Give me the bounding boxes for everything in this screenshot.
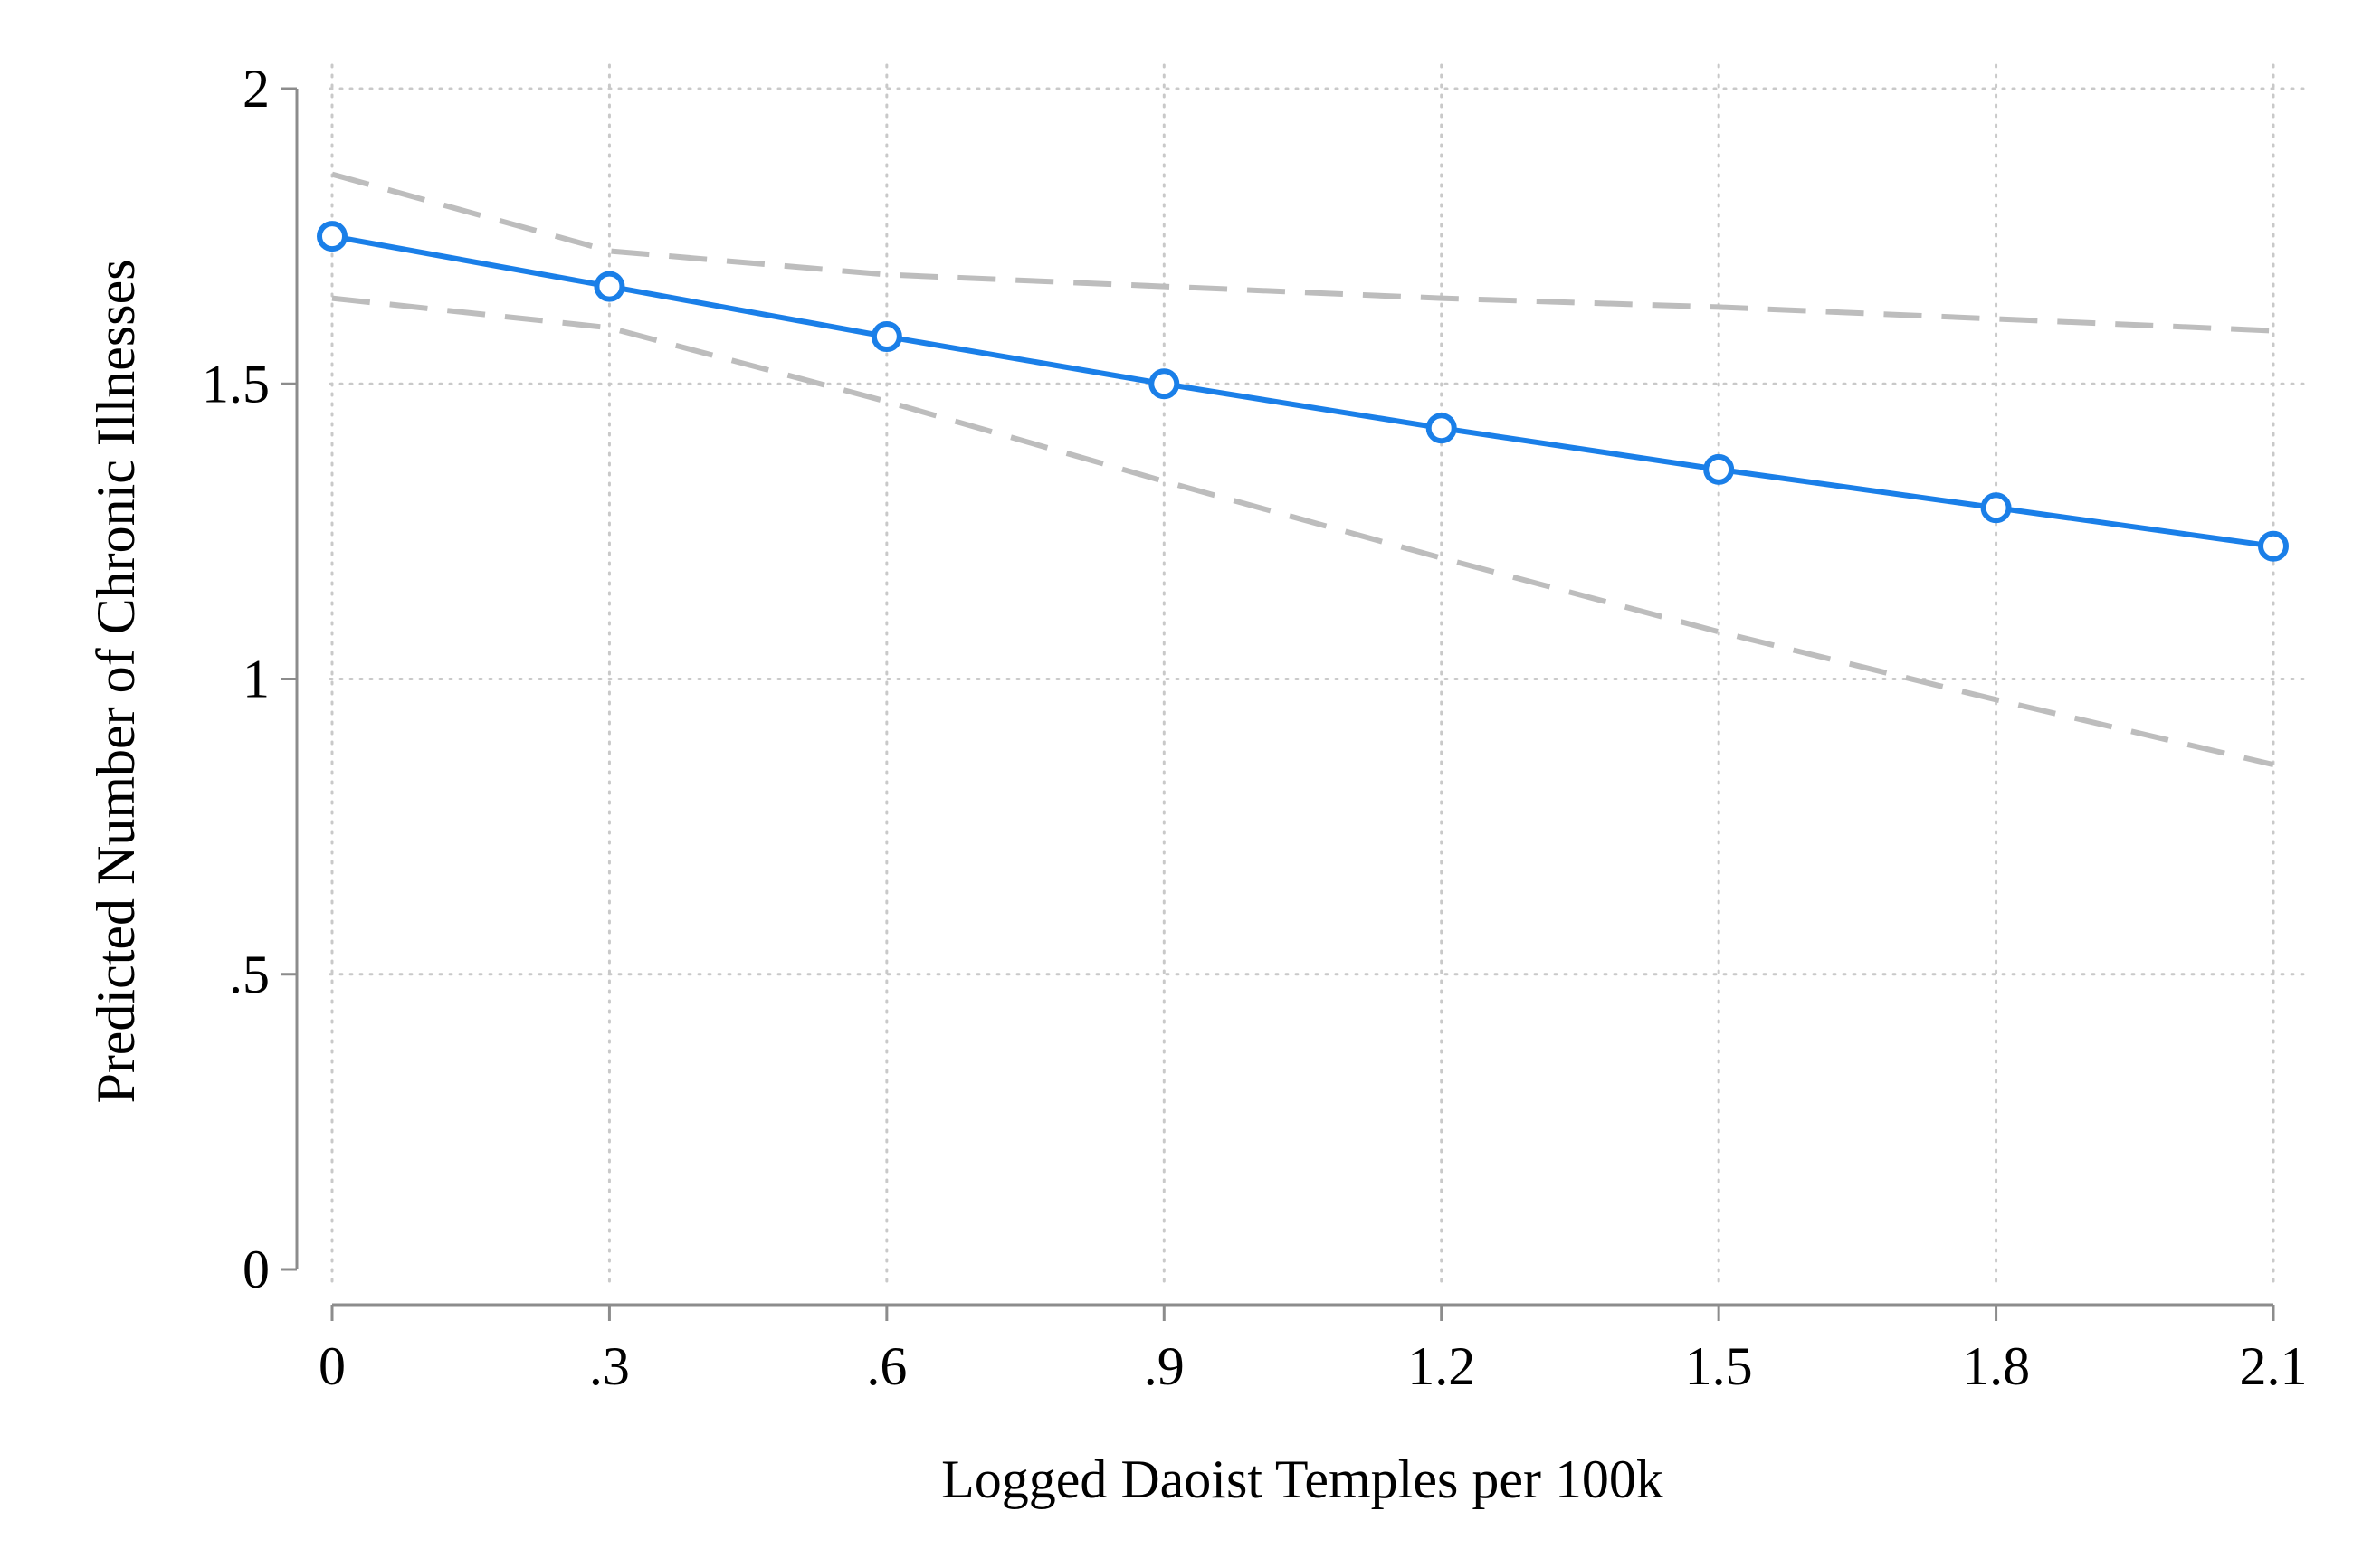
x-tick-label-5: 1.5 [1685,1336,1753,1396]
y-tick-label-2: 1 [243,650,270,709]
y-axis-title: Predicted Number of Chronic Illnesses [86,259,146,1103]
label-layer: 0 .5 1 1.5 2 0 .3 .6 .9 1.2 1.5 1.8 2.1 [202,59,2308,1396]
x-tick-label-1: .3 [589,1336,630,1396]
series-line-lower-ci [331,295,2274,768]
point-estimate-2 [871,321,902,353]
x-tick-label-2: .6 [866,1336,907,1396]
x-tick-label-4: 1.2 [1407,1336,1475,1396]
series-line-estimate [331,233,2274,549]
x-tick-label-6: 1.8 [1962,1336,2030,1396]
x-axis-title: Logged Daoist Temples per 100k [941,1449,1663,1509]
grid-layer [329,63,2311,1288]
axis-layer [281,87,2275,1321]
series-line-upper-ci [331,171,2274,334]
point-estimate-6 [1980,492,2012,524]
x-tick-label-7: 2.1 [2240,1336,2308,1396]
x-tick-label-3: .9 [1144,1336,1185,1396]
x-tick-label-0: 0 [319,1336,346,1396]
point-estimate-0 [317,221,348,252]
point-estimate-4 [1425,413,1457,444]
series-layer [317,171,2289,768]
y-tick-label-0: 0 [243,1240,270,1299]
point-estimate-1 [594,271,625,302]
point-estimate-5 [1703,453,1735,485]
y-tick-label-3: 1.5 [202,354,270,413]
point-estimate-3 [1148,368,1180,400]
y-tick-label-1: .5 [229,945,270,1004]
point-estimate-7 [2258,530,2289,562]
y-tick-label-4: 2 [243,59,270,119]
